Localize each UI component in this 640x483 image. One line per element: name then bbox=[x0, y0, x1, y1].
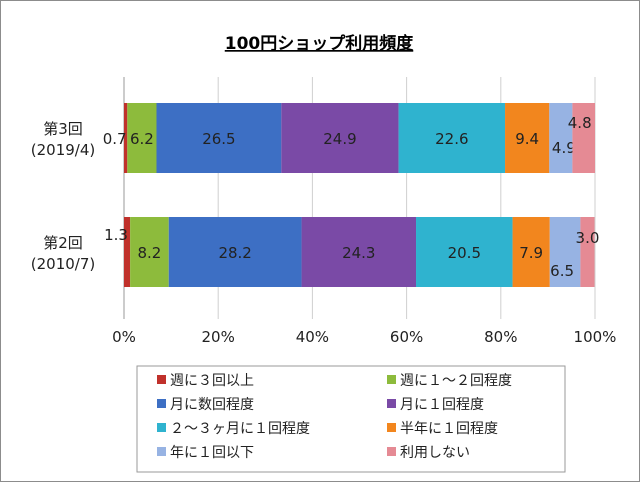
legend-label: 利用しない bbox=[400, 445, 470, 461]
legend-swatch bbox=[157, 399, 166, 408]
legend-swatch bbox=[157, 375, 166, 384]
data-label: 28.2 bbox=[218, 244, 251, 262]
data-label: 24.9 bbox=[323, 130, 356, 148]
bar-segment bbox=[301, 217, 417, 287]
bar-segment bbox=[168, 217, 302, 287]
bar-segment bbox=[512, 217, 550, 287]
legend-label: 週に１～２回程度 bbox=[400, 373, 512, 389]
data-label: 4.9 bbox=[552, 139, 576, 157]
bar-segment bbox=[124, 217, 131, 287]
data-label: 6.2 bbox=[130, 130, 154, 148]
data-label: 26.5 bbox=[202, 130, 235, 148]
x-tick-label: 80% bbox=[484, 328, 517, 346]
x-tick-label: 0% bbox=[112, 328, 136, 346]
data-label: 4.8 bbox=[568, 114, 592, 132]
data-label: 20.5 bbox=[448, 244, 481, 262]
x-tick-label: 40% bbox=[296, 328, 329, 346]
data-label: 6.5 bbox=[550, 262, 574, 280]
category-label: (2010/7) bbox=[31, 255, 95, 273]
category-label: 第2回 bbox=[43, 234, 83, 252]
bar-segment bbox=[156, 103, 282, 173]
bar-segment bbox=[127, 103, 157, 173]
data-label: 7.9 bbox=[519, 244, 543, 262]
bar-segment bbox=[130, 217, 169, 287]
legend-label: 年に１回以下 bbox=[170, 445, 254, 461]
bar-segment bbox=[398, 103, 506, 173]
bar-segment bbox=[549, 217, 581, 287]
data-label: 24.3 bbox=[342, 244, 375, 262]
legend-label: 半年に１回程度 bbox=[400, 421, 498, 437]
bar-segment bbox=[580, 217, 595, 287]
legend-box bbox=[136, 365, 566, 473]
data-label: 0.7 bbox=[103, 130, 127, 148]
data-label: 1.3 bbox=[104, 226, 128, 244]
category-label: 第3回 bbox=[43, 120, 83, 138]
legend-swatch bbox=[387, 399, 396, 408]
data-label: 8.2 bbox=[138, 244, 162, 262]
legend-label: 月に１回程度 bbox=[400, 397, 484, 413]
category-label: (2019/4) bbox=[31, 141, 95, 159]
data-label: 9.4 bbox=[515, 130, 539, 148]
legend-label: ２～３ヶ月に１回程度 bbox=[170, 421, 310, 437]
legend-swatch bbox=[387, 447, 396, 456]
legend-swatch bbox=[387, 423, 396, 432]
legend-swatch bbox=[157, 447, 166, 456]
data-label: 22.6 bbox=[435, 130, 468, 148]
x-tick-label: 20% bbox=[202, 328, 235, 346]
bar-segment bbox=[549, 103, 573, 173]
bar-segment bbox=[572, 103, 595, 173]
chart-title: 100円ショップ利用頻度 bbox=[225, 33, 414, 54]
legend-label: 週に３回以上 bbox=[170, 373, 254, 389]
legend-label: 月に数回程度 bbox=[170, 397, 254, 413]
legend-swatch bbox=[157, 423, 166, 432]
bar-segment bbox=[416, 217, 513, 287]
legend-swatch bbox=[387, 375, 396, 384]
x-tick-label: 100% bbox=[574, 328, 617, 346]
bar-segment bbox=[124, 103, 128, 173]
bar-segment bbox=[281, 103, 399, 173]
x-tick-label: 60% bbox=[390, 328, 423, 346]
data-label: 3.0 bbox=[576, 229, 600, 247]
bar-segment bbox=[505, 103, 550, 173]
